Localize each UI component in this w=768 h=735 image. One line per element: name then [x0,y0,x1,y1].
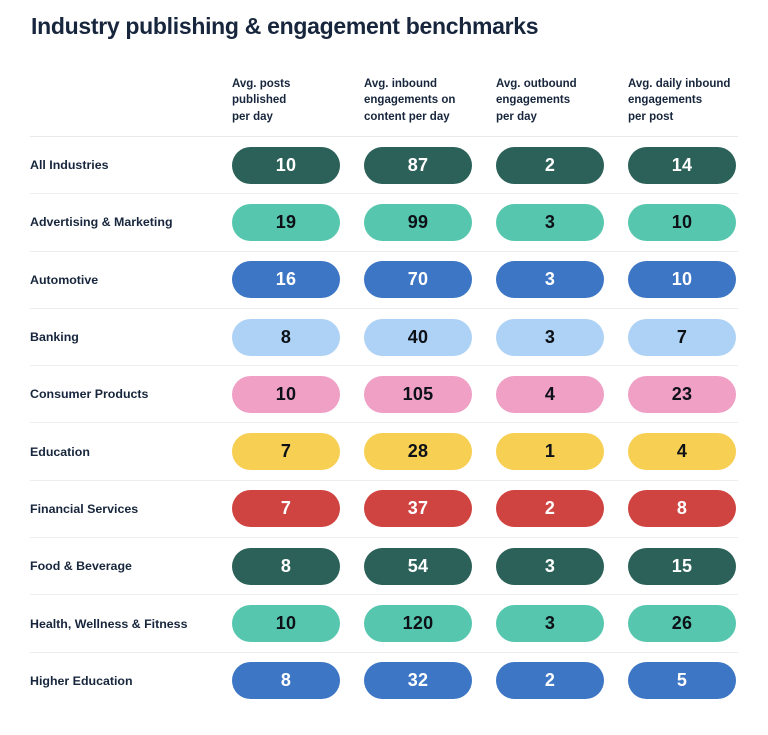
row-label: Higher Education [30,673,133,688]
header-line-1: Avg. posts [232,78,291,90]
row-label: Consumer Products [30,387,149,402]
metric-pill: 3 [496,261,604,299]
metric-pill: 19 [232,203,340,241]
header-line-2: engagements on [364,94,456,107]
metric-pill: 3 [496,547,604,585]
header-line-3: content per day [364,110,450,123]
metric-pill: 15 [628,547,736,585]
metric-pill: 8 [628,490,736,528]
benchmarks-table: Avg. posts published per day Avg. inboun… [30,76,738,709]
table-row: Consumer Products 10 105 4 23 [30,366,738,424]
table-row: Banking 8 40 3 7 [30,309,738,367]
metric-pill: 8 [232,662,340,700]
header-line-3: per day [496,110,537,123]
table-row: Food & Beverage 8 54 3 15 [30,538,738,596]
metric-pill: 54 [364,547,472,585]
table-row: Advertising & Marketing 19 99 3 10 [30,194,738,252]
table-row: Automotive 16 70 3 10 [30,252,738,309]
metric-pill: 28 [364,433,472,471]
metric-pill: 3 [496,203,604,241]
header-line-3: per post [628,110,674,123]
column-header-avg-posts-published-per-day: Avg. posts published per day [232,76,340,125]
metric-pill: 10 [232,605,340,642]
metric-pill: 16 [232,261,340,299]
metric-pill: 37 [364,490,472,528]
metric-pill: 14 [628,146,736,184]
row-label: Automotive [30,272,99,287]
metric-pill: 26 [628,605,736,642]
metric-pill: 2 [496,662,604,700]
header-line-2: engagements [496,94,571,107]
metric-pill: 105 [364,375,472,413]
metric-pill: 40 [364,318,472,356]
metric-pill: 1 [496,433,604,471]
row-label: Health, Wellness & Fitness [30,616,188,631]
metric-pill: 2 [496,490,604,528]
row-label: Banking [30,330,79,345]
metric-pill: 10 [232,375,340,413]
metric-pill: 3 [496,318,604,356]
metric-pill: 3 [496,605,604,642]
metric-pill: 23 [628,375,736,413]
metric-pill: 10 [628,203,736,241]
row-label: Advertising & Marketing [30,215,173,230]
column-header-avg-inbound-engagements-per-day: Avg. inbound engagements on content per … [364,76,472,125]
metric-pill: 2 [496,146,604,184]
header-line-1: Avg. daily inbound [628,78,731,90]
header-line-1: Avg. outbound [496,78,577,90]
table-row: All Industries 10 87 2 14 [30,137,738,195]
metric-pill: 7 [628,318,736,356]
row-label: All Industries [30,158,109,173]
metric-pill: 70 [364,261,472,299]
metric-pill: 32 [364,662,472,700]
header-line-2: engagements [628,94,703,107]
table-row: Financial Services 7 37 2 8 [30,481,738,539]
table-row: Health, Wellness & Fitness 10 120 3 26 [30,595,738,653]
metric-pill: 4 [628,433,736,471]
metric-pill: 10 [628,261,736,299]
table-row: Higher Education 8 32 2 5 [30,653,738,709]
page-title: Industry publishing & engagement benchma… [31,13,539,39]
header-line-3: per day [232,110,273,123]
metric-pill: 4 [496,375,604,413]
metric-pill: 120 [364,605,472,642]
row-label: Education [30,444,90,459]
row-label: Food & Beverage [30,559,132,574]
header-line-2: published [232,94,287,107]
metric-pill: 99 [364,203,472,241]
row-label: Financial Services [30,501,139,516]
metric-pill: 8 [232,547,340,585]
header-line-1: Avg. inbound [364,78,438,90]
metric-pill: 8 [232,318,340,356]
metric-pill: 10 [232,146,340,184]
metric-pill: 7 [232,490,340,528]
metric-pill: 7 [232,433,340,471]
table-header-row: Avg. posts published per day Avg. inboun… [30,76,738,137]
metric-pill: 87 [364,146,472,184]
metric-pill: 5 [628,662,736,700]
column-header-avg-outbound-engagements-per-day: Avg. outbound engagements per day [496,76,604,125]
column-header-avg-daily-inbound-engagements-per-post: Avg. daily inbound engagements per post [628,76,736,125]
table-row: Education 7 28 1 4 [30,423,738,481]
table-body: All Industries 10 87 2 14 Advertising & Marke… [30,137,738,709]
